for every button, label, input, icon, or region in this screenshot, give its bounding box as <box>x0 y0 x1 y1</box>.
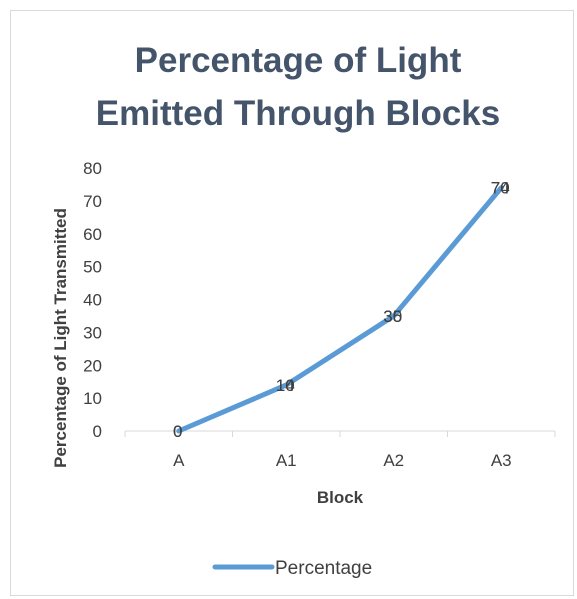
x-tick-label: A <box>173 451 185 470</box>
y-tick-label: 50 <box>83 258 102 277</box>
data-label-overlap: 0 <box>173 422 182 441</box>
y-tick-label: 30 <box>83 323 102 342</box>
x-axis-title: Block <box>317 488 364 507</box>
y-tick-label: 60 <box>83 225 102 244</box>
y-tick-label: 80 <box>83 159 102 178</box>
chart-title-line-2: Emitted Through Blocks <box>96 94 500 133</box>
data-label-overlap: 30 <box>383 307 402 326</box>
data-label-overlap: 10 <box>276 376 295 395</box>
chart-frame <box>10 10 574 596</box>
y-tick-label: 10 <box>83 389 102 408</box>
legend-label: Percentage <box>275 558 372 579</box>
x-tick-label: A1 <box>276 451 297 470</box>
chart-title-line-1: Percentage of Light <box>135 41 462 80</box>
series-lines <box>176 185 504 434</box>
data-label: 35 <box>383 307 402 326</box>
y-axis-title: Percentage of Light Transmitted <box>51 208 70 468</box>
y-tick-label: 40 <box>83 291 102 310</box>
y-tick-label: 70 <box>83 192 102 211</box>
y-axis: 0 10 20 30 40 50 60 70 80 <box>83 159 102 441</box>
x-tick-label: A2 <box>383 451 404 470</box>
series-line <box>176 185 504 434</box>
legend: Percentage <box>212 558 372 579</box>
x-tick-label: A3 <box>491 451 512 470</box>
x-axis: A A1 A2 A3 <box>124 430 556 470</box>
y-tick-label: 20 <box>83 356 102 375</box>
data-label: 74 <box>491 179 510 198</box>
data-label: 0 <box>173 422 182 441</box>
data-label: 14 <box>276 376 295 395</box>
y-tick-label: 0 <box>93 422 102 441</box>
data-label-overlap: 70 <box>491 179 510 198</box>
